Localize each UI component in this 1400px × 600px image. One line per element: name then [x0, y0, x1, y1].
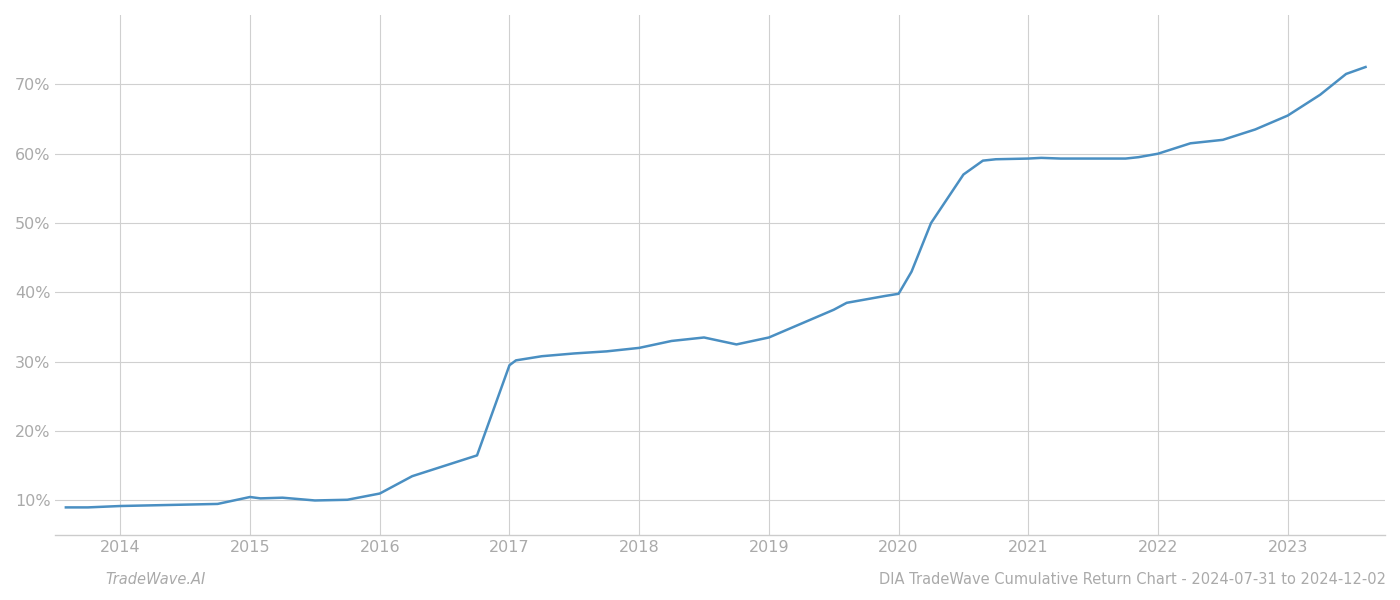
Text: DIA TradeWave Cumulative Return Chart - 2024-07-31 to 2024-12-02: DIA TradeWave Cumulative Return Chart - …: [879, 572, 1386, 587]
Text: TradeWave.AI: TradeWave.AI: [105, 572, 206, 587]
